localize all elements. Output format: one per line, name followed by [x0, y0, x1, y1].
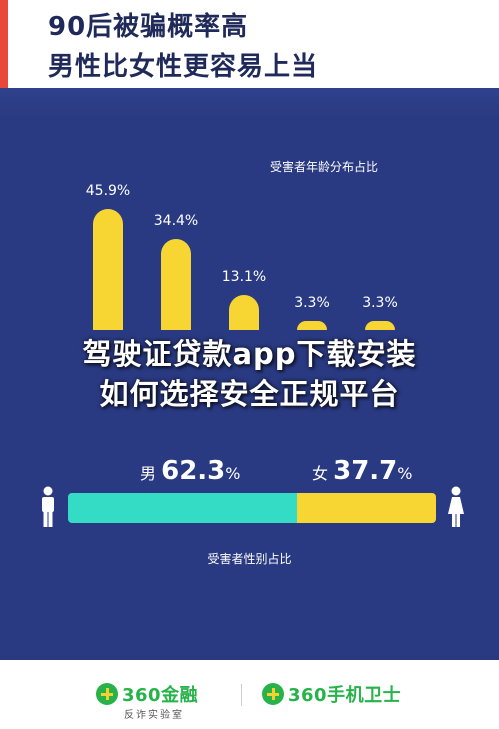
footer: 360金融 反诈实验室 360手机卫士: [0, 660, 499, 729]
age-bar-3: [229, 295, 259, 330]
age-bar-4: [297, 321, 327, 330]
age-chart-title: 受害者年龄分布占比: [270, 160, 379, 174]
overlay-headline-1: 驾驶证贷款app下载安装: [82, 337, 417, 371]
360-logo-icon: [262, 683, 284, 705]
360-finance-logo: 360金融: [96, 682, 198, 706]
male-percent-unit: %: [225, 464, 241, 483]
age-bar-2: [161, 239, 191, 330]
360-mobile-guard-logo: 360手机卫士: [262, 682, 401, 706]
age-bar-value-label-4: 3.3%: [294, 295, 330, 312]
age-bar-1: [93, 208, 123, 330]
age-bar-value-label-5: 3.3%: [362, 295, 398, 312]
male-label: 男 62.3%: [140, 456, 240, 486]
female-label-name: 女: [312, 464, 329, 483]
title-line-2: 男性比女性更容易上当: [48, 52, 319, 82]
age-bar-value-label-2: 34.4%: [153, 213, 199, 230]
male-percent-value: 62.3: [161, 456, 226, 486]
overlay-headline-2: 如何选择安全正规平台: [99, 377, 400, 411]
gender-ratio-bar: [68, 493, 436, 523]
360-logo-icon: [96, 683, 118, 705]
header-accent-bar: [0, 0, 8, 88]
title-line-1: 90后被骗概率高: [48, 12, 249, 42]
footer-divider: [241, 684, 242, 706]
panel-top-shade: [0, 88, 499, 118]
male-label-name: 男: [140, 464, 157, 483]
header: 90后被骗概率高 男性比女性更容易上当: [0, 0, 499, 88]
anti-fraud-lab-label: 反诈实验室: [124, 710, 184, 721]
female-label: 女 37.7%: [312, 456, 412, 486]
female-percent-value: 37.7: [333, 456, 398, 486]
age-bar-5: [365, 321, 395, 330]
gender-chart-caption: 受害者性别占比: [207, 552, 292, 566]
360-finance-logo-text: 360金融: [122, 685, 199, 706]
male-ratio-segment: [68, 493, 298, 523]
female-person-icon: [448, 486, 464, 527]
age-bar-value-label-1: 45.9%: [85, 182, 131, 199]
age-bar-value-label-3: 13.1%: [221, 269, 267, 286]
360-mobile-guard-logo-text: 360手机卫士: [288, 685, 402, 706]
female-percent-unit: %: [397, 464, 413, 483]
chart-panel: 受害者年龄分布占比 45.9% 34.4% 13.1% 3.3% 3.3% 男 62.3…: [0, 88, 499, 660]
male-person-icon: [42, 486, 54, 527]
female-ratio-segment: [297, 493, 436, 523]
